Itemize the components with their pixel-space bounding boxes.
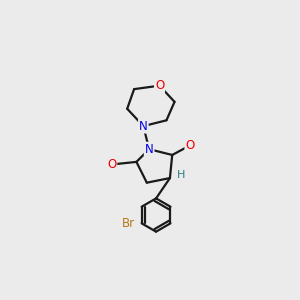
Text: N: N: [139, 120, 148, 133]
Text: N: N: [145, 143, 154, 156]
Text: H: H: [177, 169, 186, 180]
Text: O: O: [185, 140, 195, 152]
Text: Br: Br: [122, 217, 135, 230]
Text: O: O: [155, 79, 164, 92]
Text: O: O: [107, 158, 116, 171]
